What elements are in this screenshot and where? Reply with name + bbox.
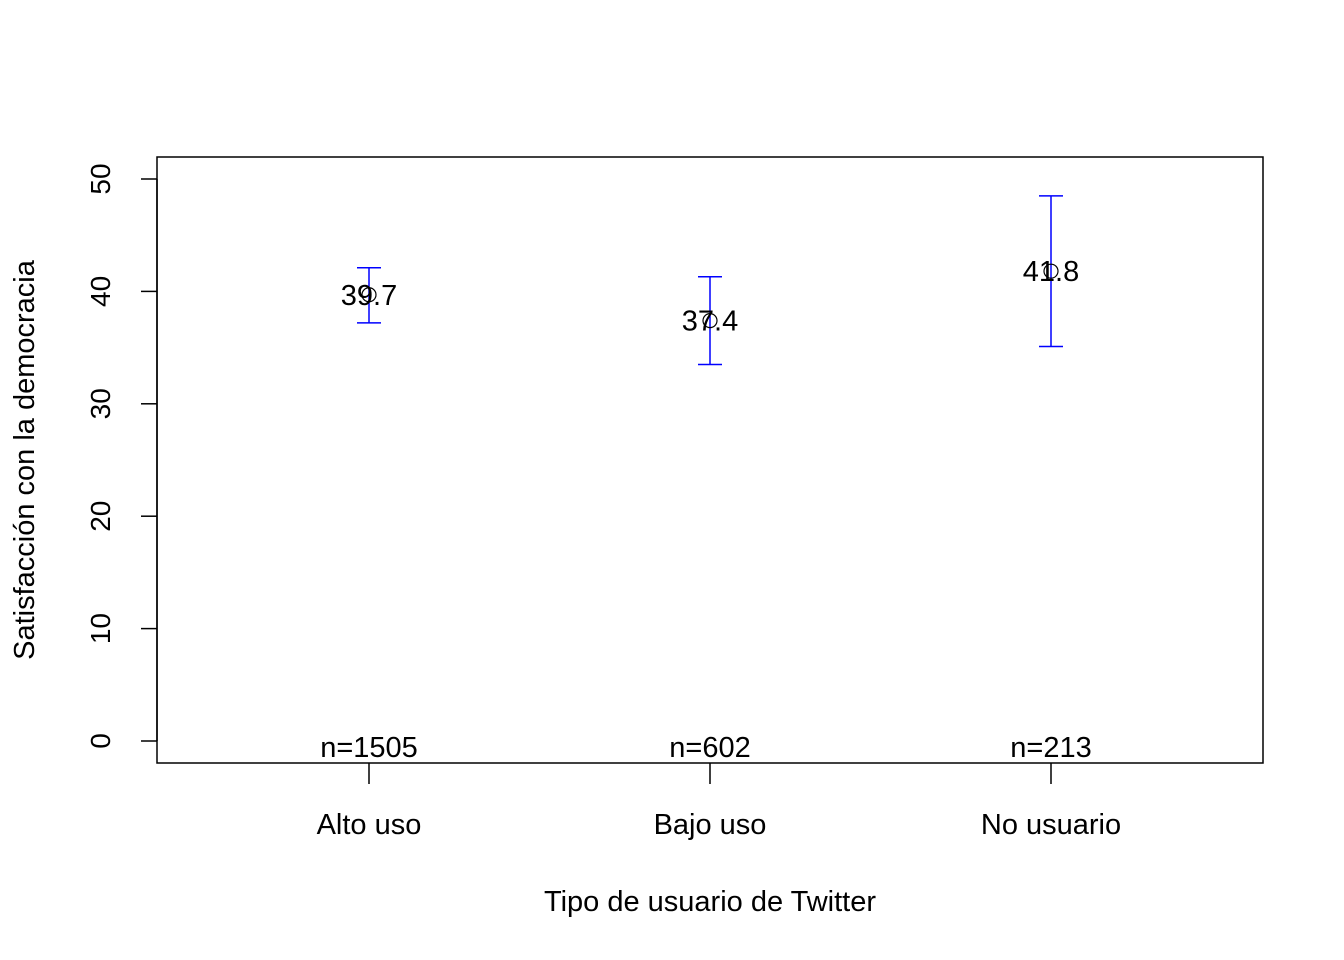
y-tick-label: 20 xyxy=(85,501,116,532)
mean-point xyxy=(361,287,377,303)
n-label: n=1505 xyxy=(320,732,418,764)
mean-value-label: 37.4 xyxy=(682,306,738,338)
y-tick-label: 0 xyxy=(85,733,116,749)
n-label: n=602 xyxy=(669,732,750,764)
x-tick-label: Alto uso xyxy=(317,809,422,841)
y-axis-title: Satisfacción con la democracia xyxy=(9,259,41,660)
data-marks: 39.7 n=1505 37.4 n=602 41.8 n=213 xyxy=(320,195,1092,764)
plot-frame xyxy=(156,156,1264,764)
y-axis: 0 10 20 30 40 50 xyxy=(85,163,158,749)
n-label: n=213 xyxy=(1010,732,1091,764)
x-axis: Alto uso Bajo uso No usuario xyxy=(317,763,1121,841)
mean-value-label: 39.7 xyxy=(341,280,397,312)
mean-point xyxy=(702,313,718,329)
x-tick-label: No usuario xyxy=(981,809,1121,841)
y-tick-label: 40 xyxy=(85,276,116,307)
x-tick-label: Bajo uso xyxy=(654,809,767,841)
y-tick-label: 30 xyxy=(85,388,116,419)
mean-value-label: 41.8 xyxy=(1023,256,1079,288)
x-axis-title: Tipo de usuario de Twitter xyxy=(544,886,876,918)
mean-point xyxy=(1043,263,1059,279)
y-tick-label: 50 xyxy=(85,163,116,194)
y-tick-label: 10 xyxy=(85,613,116,644)
